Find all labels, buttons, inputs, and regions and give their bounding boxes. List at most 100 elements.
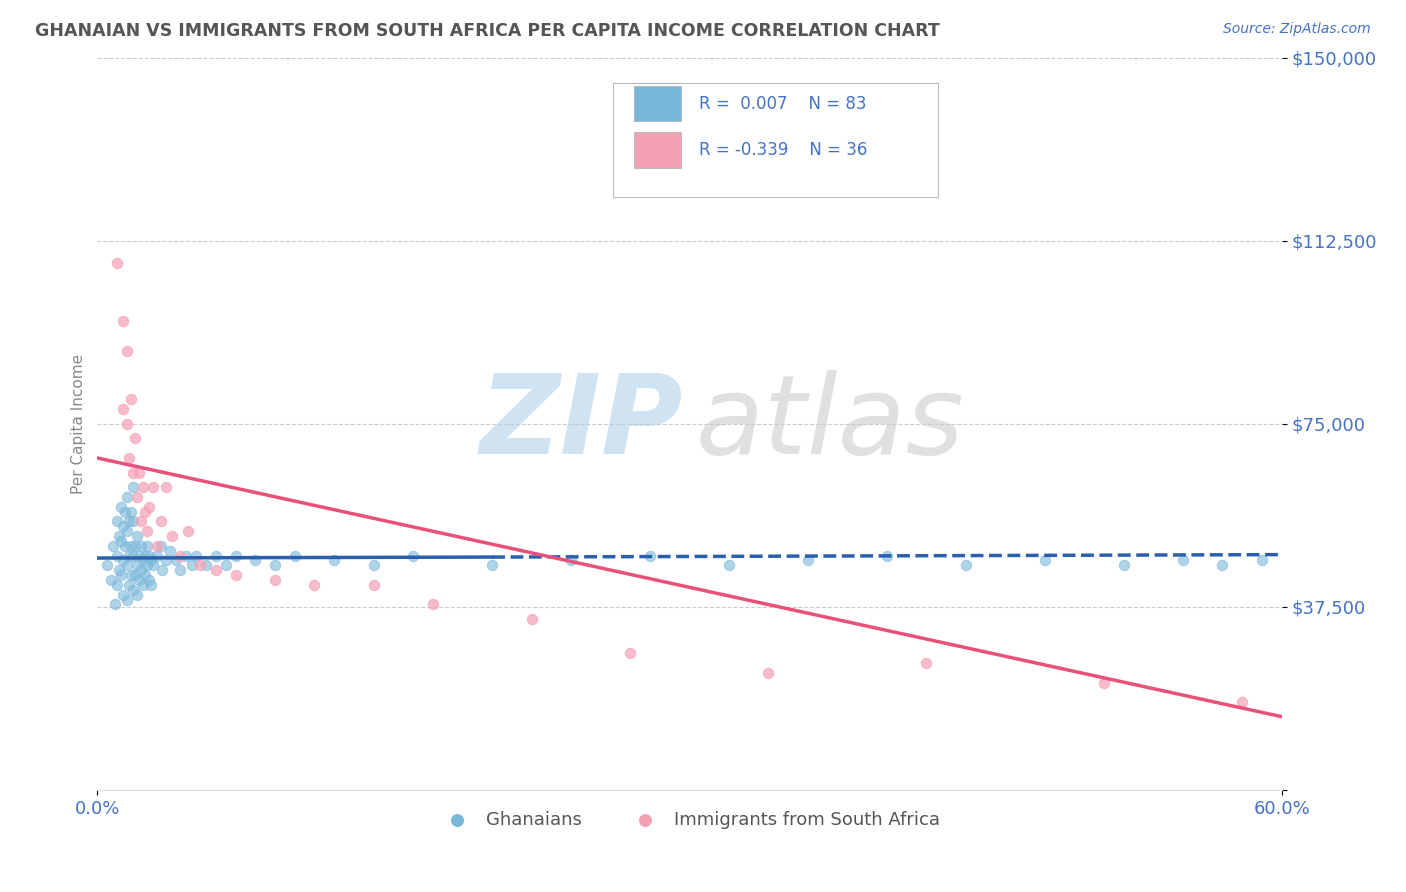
Y-axis label: Per Capita Income: Per Capita Income [72, 354, 86, 494]
Point [108, 563, 131, 577]
Point [264, 558, 287, 573]
Point [915, 656, 938, 670]
Point [118, 578, 141, 592]
Point [129, 515, 152, 529]
Point [718, 558, 741, 573]
Point [105, 578, 128, 592]
Point [120, 539, 142, 553]
Point [115, 558, 138, 573]
Text: R = -0.339    N = 36: R = -0.339 N = 36 [699, 141, 868, 159]
Point [138, 549, 160, 563]
Point [96, 558, 118, 573]
Point [108, 529, 131, 543]
Point [125, 558, 148, 573]
Point [876, 549, 898, 563]
Point [118, 450, 141, 465]
Point [135, 524, 157, 539]
Text: atlas: atlas [696, 370, 965, 477]
Point [122, 515, 145, 529]
Point [124, 539, 146, 553]
Point [142, 558, 165, 573]
Point [323, 553, 346, 567]
Point [139, 553, 162, 567]
Point [1251, 553, 1274, 567]
Point [758, 665, 780, 680]
Point [619, 646, 641, 660]
Text: Source: ZipAtlas.com: Source: ZipAtlas.com [1223, 22, 1371, 37]
Point [1211, 558, 1233, 573]
Point [162, 529, 184, 543]
Point [145, 549, 167, 563]
Point [188, 558, 211, 573]
Point [422, 598, 444, 612]
Point [134, 549, 156, 563]
Point [111, 519, 134, 533]
Point [169, 563, 191, 577]
Point [165, 553, 187, 567]
Point [125, 490, 148, 504]
Point [1033, 553, 1056, 567]
Point [115, 417, 138, 431]
Point [129, 563, 152, 577]
Point [797, 553, 820, 567]
Point [142, 480, 165, 494]
Point [115, 490, 138, 504]
Point [105, 515, 128, 529]
Point [134, 568, 156, 582]
Point [184, 549, 207, 563]
Point [122, 549, 145, 563]
Point [132, 578, 155, 592]
Point [1232, 695, 1254, 709]
Point [105, 549, 128, 563]
Point [122, 480, 145, 494]
Point [152, 563, 174, 577]
Point [111, 314, 134, 328]
Point [110, 500, 132, 514]
Bar [634, 132, 682, 168]
Point [114, 505, 136, 519]
Point [145, 539, 167, 553]
Legend: Ghanaians, Immigrants from South Africa: Ghanaians, Immigrants from South Africa [432, 804, 948, 836]
Text: R =  0.007    N = 83: R = 0.007 N = 83 [699, 95, 866, 112]
Point [124, 568, 146, 582]
Point [225, 568, 247, 582]
Point [118, 515, 141, 529]
Point [402, 549, 425, 563]
Point [264, 573, 287, 587]
Point [118, 549, 141, 563]
Point [125, 588, 148, 602]
Point [110, 533, 132, 548]
Point [1092, 675, 1115, 690]
Point [132, 480, 155, 494]
Point [149, 539, 172, 553]
Point [122, 466, 145, 480]
Point [114, 539, 136, 553]
FancyBboxPatch shape [613, 83, 938, 197]
Point [138, 573, 160, 587]
Point [128, 549, 150, 563]
Point [560, 553, 582, 567]
Point [363, 558, 385, 573]
Text: ZIP: ZIP [479, 370, 683, 477]
Bar [634, 87, 682, 121]
Point [134, 505, 156, 519]
Text: GHANAIAN VS IMMIGRANTS FROM SOUTH AFRICA PER CAPITA INCOME CORRELATION CHART: GHANAIAN VS IMMIGRANTS FROM SOUTH AFRICA… [35, 22, 939, 40]
Point [138, 500, 160, 514]
Point [111, 553, 134, 567]
Point [225, 549, 247, 563]
Point [520, 612, 543, 626]
Point [101, 539, 124, 553]
Point [125, 529, 148, 543]
Point [135, 539, 157, 553]
Point [363, 578, 385, 592]
Point [214, 558, 236, 573]
Point [638, 549, 661, 563]
Point [194, 558, 217, 573]
Point [115, 343, 138, 358]
Point [135, 558, 157, 573]
Point [245, 553, 267, 567]
Point [139, 578, 162, 592]
Point [128, 573, 150, 587]
Point [169, 549, 191, 563]
Point [111, 402, 134, 417]
